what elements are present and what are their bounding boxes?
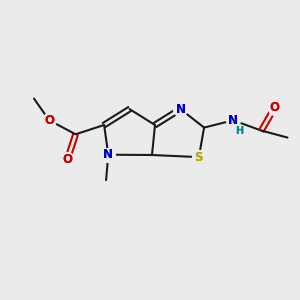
Text: N: N xyxy=(228,114,238,127)
Text: N: N xyxy=(176,103,185,116)
Text: N: N xyxy=(176,103,185,116)
Text: S: S xyxy=(195,151,203,164)
Text: O: O xyxy=(270,101,280,114)
Text: O: O xyxy=(270,101,280,114)
Text: O: O xyxy=(44,114,54,127)
Text: O: O xyxy=(44,114,54,127)
Text: H: H xyxy=(235,126,243,136)
Text: N: N xyxy=(103,148,113,161)
Text: S: S xyxy=(195,151,203,164)
Text: O: O xyxy=(62,153,72,166)
Text: N: N xyxy=(103,148,113,161)
Text: O: O xyxy=(62,153,72,166)
Text: N: N xyxy=(228,114,238,127)
Text: H: H xyxy=(235,126,243,136)
